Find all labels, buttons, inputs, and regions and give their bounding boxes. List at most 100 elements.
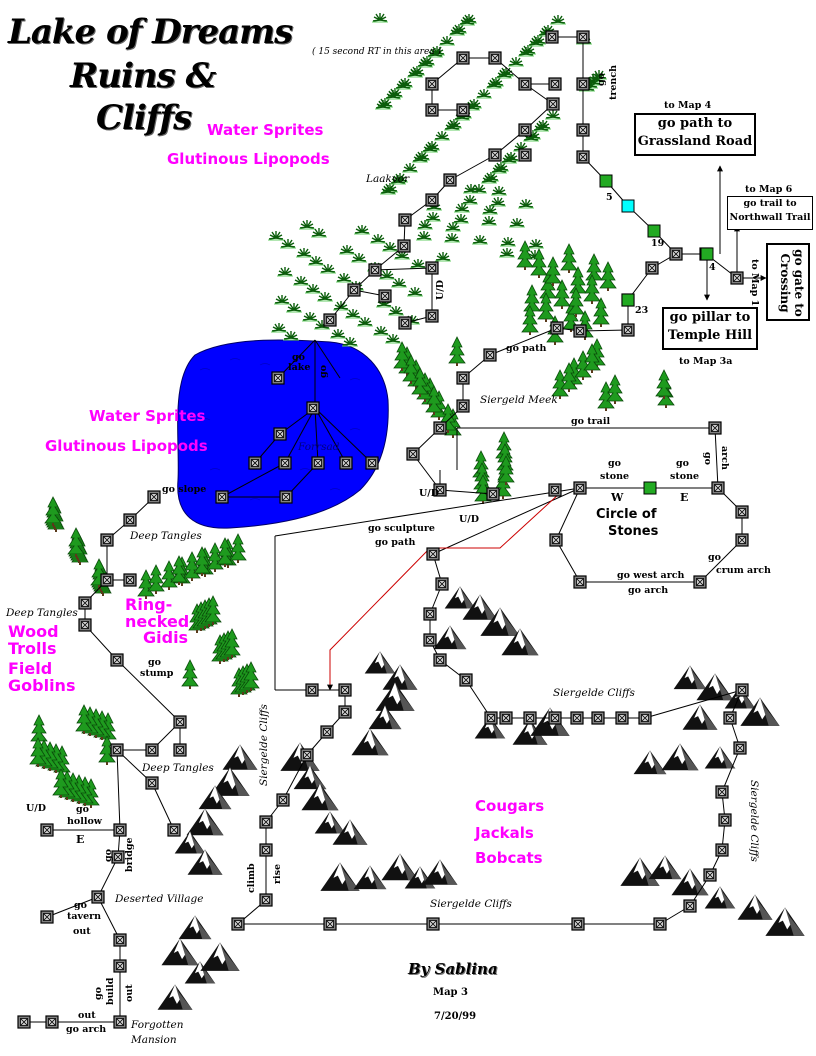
- room-cyan[interactable]: [621, 199, 635, 213]
- room-107[interactable]: [499, 711, 513, 725]
- room-45[interactable]: [110, 653, 124, 667]
- room-99[interactable]: [723, 711, 737, 725]
- room-21[interactable]: [368, 263, 382, 277]
- room-42[interactable]: [123, 573, 137, 587]
- room-29[interactable]: [306, 401, 320, 415]
- room-46[interactable]: [173, 715, 187, 729]
- room-71[interactable]: [573, 575, 587, 589]
- room-20[interactable]: [397, 239, 411, 253]
- room-23[interactable]: [378, 289, 392, 303]
- room-13[interactable]: [518, 123, 532, 137]
- room-74[interactable]: [486, 487, 500, 501]
- room-7[interactable]: [548, 77, 562, 91]
- room-1[interactable]: [545, 30, 559, 44]
- room-90[interactable]: [426, 917, 440, 931]
- room-38[interactable]: [147, 490, 161, 504]
- room-106[interactable]: [484, 711, 498, 725]
- room-43[interactable]: [78, 596, 92, 610]
- room-88[interactable]: [231, 917, 245, 931]
- room-102[interactable]: [423, 607, 437, 621]
- room-113[interactable]: [638, 711, 652, 725]
- room-56[interactable]: [483, 348, 497, 362]
- room-23[interactable]: [621, 293, 635, 307]
- room-91[interactable]: [571, 917, 585, 931]
- room-117[interactable]: [113, 933, 127, 947]
- room-118[interactable]: [113, 959, 127, 973]
- room-108[interactable]: [523, 711, 537, 725]
- room-49[interactable]: [173, 743, 187, 757]
- room-87[interactable]: [259, 893, 273, 907]
- room-18[interactable]: [425, 193, 439, 207]
- room-100[interactable]: [735, 683, 749, 697]
- room-72[interactable]: [549, 533, 563, 547]
- room-93[interactable]: [683, 899, 697, 913]
- room-39[interactable]: [123, 513, 137, 527]
- room-28[interactable]: [271, 371, 285, 385]
- room-119[interactable]: [113, 1015, 127, 1029]
- room-110[interactable]: [570, 711, 584, 725]
- room-109[interactable]: [548, 711, 562, 725]
- room-115[interactable]: [40, 910, 54, 924]
- room-9[interactable]: [425, 103, 439, 117]
- room-105[interactable]: [459, 673, 473, 687]
- room-111[interactable]: [591, 711, 605, 725]
- room-24[interactable]: [425, 261, 439, 275]
- room-75[interactable]: [548, 483, 562, 497]
- room-22[interactable]: [347, 283, 361, 297]
- room-33[interactable]: [311, 456, 325, 470]
- room-80[interactable]: [338, 683, 352, 697]
- room-69[interactable]: [735, 533, 749, 547]
- room-61[interactable]: [645, 261, 659, 275]
- room-37[interactable]: [279, 490, 293, 504]
- room-68[interactable]: [735, 505, 749, 519]
- room-circle-center[interactable]: [643, 481, 657, 495]
- room-103[interactable]: [423, 633, 437, 647]
- room-77[interactable]: [433, 421, 447, 435]
- room-3[interactable]: [456, 51, 470, 65]
- room-104[interactable]: [433, 653, 447, 667]
- room-40[interactable]: [100, 533, 114, 547]
- room-48[interactable]: [110, 743, 124, 757]
- room-62[interactable]: [669, 247, 683, 261]
- room-81[interactable]: [338, 705, 352, 719]
- room-101[interactable]: [435, 577, 449, 591]
- room-59[interactable]: [621, 323, 635, 337]
- room-58[interactable]: [573, 324, 587, 338]
- exit-map6[interactable]: go trail to Northwall Trail: [727, 196, 813, 230]
- room-120[interactable]: [45, 1015, 59, 1029]
- room-44[interactable]: [78, 618, 92, 632]
- room-67[interactable]: [711, 481, 725, 495]
- room-112[interactable]: [615, 711, 629, 725]
- room-25[interactable]: [425, 309, 439, 323]
- room-47[interactable]: [145, 743, 159, 757]
- room-82[interactable]: [320, 725, 334, 739]
- room-51[interactable]: [167, 823, 181, 837]
- room-8[interactable]: [576, 77, 590, 91]
- room-2[interactable]: [576, 30, 590, 44]
- room-10[interactable]: [456, 103, 470, 117]
- room-36[interactable]: [215, 490, 229, 504]
- room-34[interactable]: [339, 456, 353, 470]
- room-19[interactable]: [647, 224, 661, 238]
- room-66[interactable]: [573, 481, 587, 495]
- exit-map4[interactable]: go path to Grassland Road: [634, 113, 756, 156]
- room-55[interactable]: [456, 371, 470, 385]
- room-17[interactable]: [443, 173, 457, 187]
- room-97[interactable]: [715, 785, 729, 799]
- room-30[interactable]: [273, 427, 287, 441]
- room-31[interactable]: [248, 456, 262, 470]
- room-76[interactable]: [456, 399, 470, 413]
- room-98[interactable]: [733, 741, 747, 755]
- room-6[interactable]: [518, 77, 532, 91]
- exit-map3a[interactable]: go pillar to Temple Hill: [662, 307, 758, 350]
- room-12[interactable]: [576, 123, 590, 137]
- room-89[interactable]: [323, 917, 337, 931]
- room-16[interactable]: [576, 150, 590, 164]
- room-52[interactable]: [40, 823, 54, 837]
- room-84[interactable]: [276, 793, 290, 807]
- room-83[interactable]: [300, 748, 314, 762]
- room-57[interactable]: [550, 321, 564, 335]
- room-14[interactable]: [488, 148, 502, 162]
- room-65[interactable]: [708, 421, 722, 435]
- room-95[interactable]: [715, 843, 729, 857]
